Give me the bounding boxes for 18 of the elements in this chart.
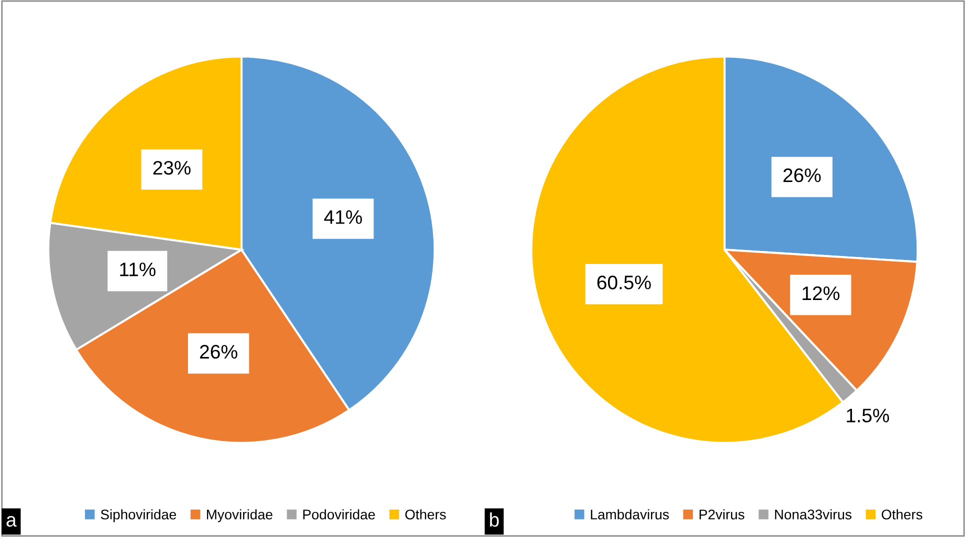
legend-label: Nona33virus: [775, 509, 852, 520]
data-label: 41%: [324, 210, 362, 224]
legend-label: Podoviridae: [303, 509, 375, 520]
legend-label: Lambdavirus: [590, 509, 669, 520]
data-label: 26%: [200, 344, 238, 359]
legend-label: Siphoviridae: [100, 509, 176, 522]
legend-label: P2virus: [700, 509, 744, 520]
data-label: 11%: [120, 262, 156, 276]
text: b: [490, 512, 499, 527]
text: a: [6, 516, 17, 527]
legend-label: Others: [405, 509, 446, 520]
legend-label: Others: [882, 509, 922, 520]
data-label: 12%: [802, 286, 840, 300]
legend-label: Myoviridae: [206, 509, 272, 522]
data-label: 23%: [153, 160, 191, 175]
data-label: 60.5%: [597, 276, 651, 290]
data-label: 1.5%: [846, 408, 890, 422]
data-label: 26%: [783, 168, 821, 182]
